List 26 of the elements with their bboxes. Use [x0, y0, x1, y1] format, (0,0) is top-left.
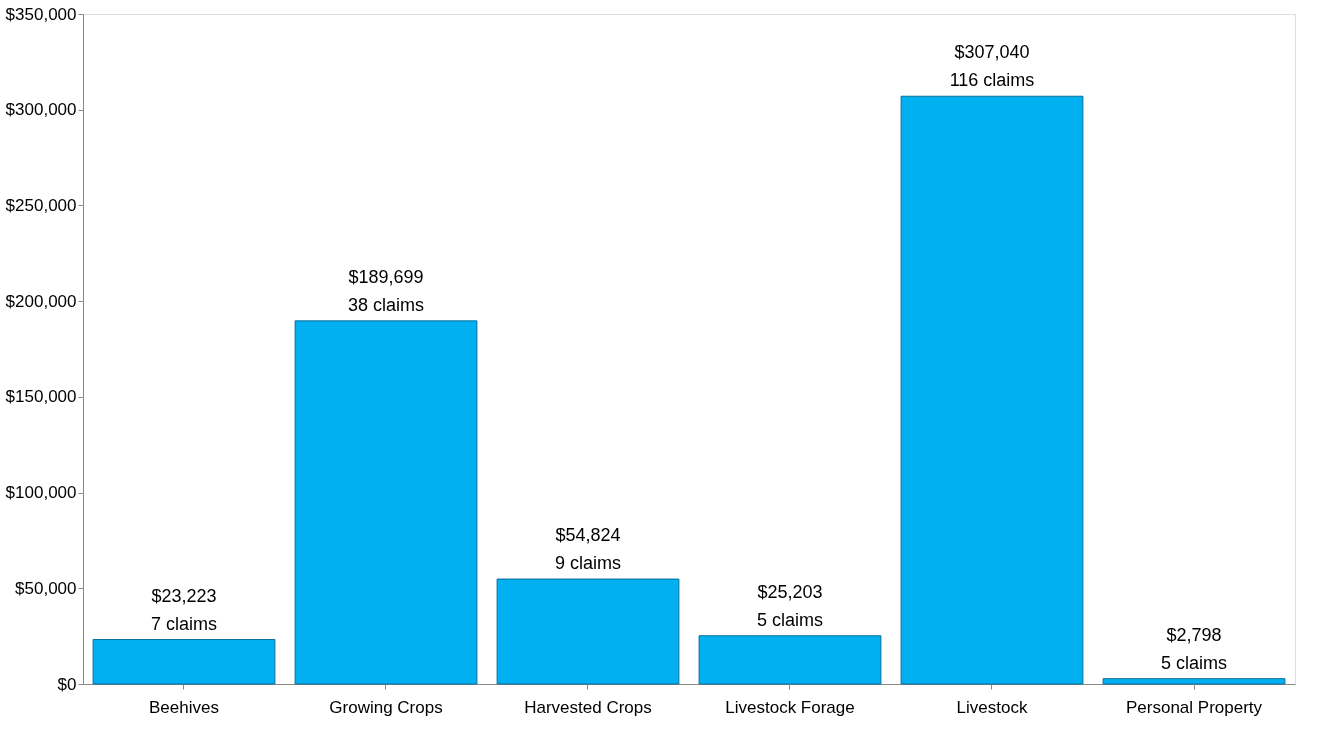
y-tick-label: $350,000 [5, 4, 77, 24]
bar [900, 95, 1084, 685]
y-tick-label: $250,000 [5, 195, 77, 215]
data-label: $23,223 7 claims [150, 585, 218, 634]
y-tick-label: $300,000 [5, 100, 77, 120]
y-tick-label: $0 [57, 674, 77, 694]
x-tick-label: Harvested Crops [524, 697, 652, 717]
bar [294, 320, 478, 685]
data-label: $54,824 9 claims [554, 525, 622, 574]
x-tick-label: Livestock [956, 697, 1028, 717]
x-tick-label: Growing Crops [329, 697, 443, 717]
bar [698, 635, 882, 685]
y-tick-label: $150,000 [5, 387, 77, 407]
x-tick-label: Beehives [149, 697, 219, 717]
y-tick-label: $50,000 [15, 578, 77, 598]
x-tick-label: Personal Property [1125, 697, 1263, 717]
x-tick-label: Livestock Forage [725, 697, 855, 717]
y-tick-label: $200,000 [5, 291, 77, 311]
data-label: $25,203 5 claims [756, 581, 824, 630]
bar [92, 639, 276, 685]
y-tick-label: $100,000 [5, 483, 77, 503]
data-label: $2,798 5 claims [1160, 624, 1228, 673]
data-label: $189,699 38 claims [347, 266, 425, 315]
bar [496, 578, 680, 685]
bar [1102, 678, 1286, 685]
data-label: $307,040 116 claims [949, 42, 1035, 91]
